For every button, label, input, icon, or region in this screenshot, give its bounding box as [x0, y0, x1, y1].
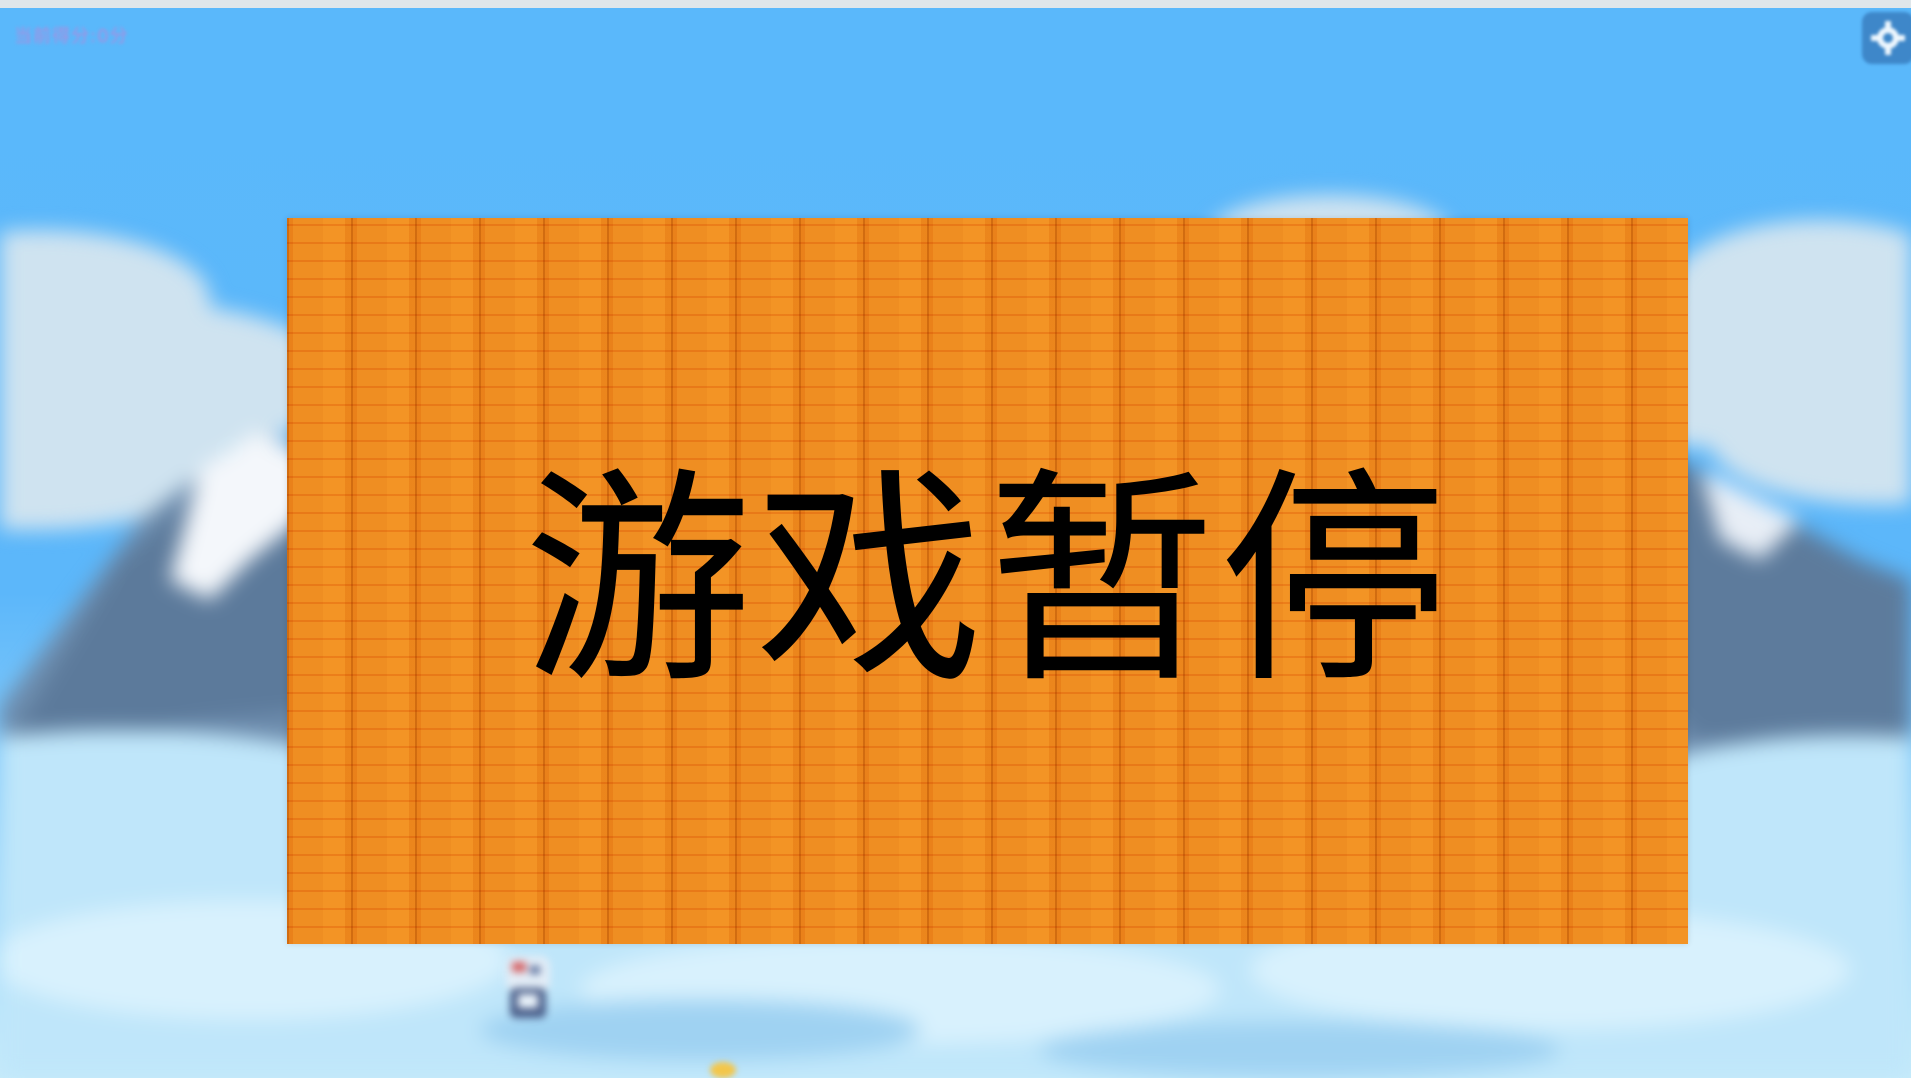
settings-button[interactable] — [1862, 12, 1911, 64]
window-top-strip — [0, 0, 1911, 8]
pause-panel: 游戏暂停 — [287, 218, 1688, 944]
player-character — [488, 948, 568, 1028]
pause-title: 游戏暂停 — [523, 448, 1452, 714]
gear-icon — [1871, 21, 1905, 55]
player-sprite — [506, 956, 550, 1018]
cloud-left — [0, 230, 340, 530]
cloud-right — [1210, 195, 1911, 505]
score-label: 当前得分:0分 — [14, 26, 129, 47]
coin-sprite — [710, 1062, 736, 1078]
cloud-foreground-shadow — [480, 1000, 1560, 1078]
